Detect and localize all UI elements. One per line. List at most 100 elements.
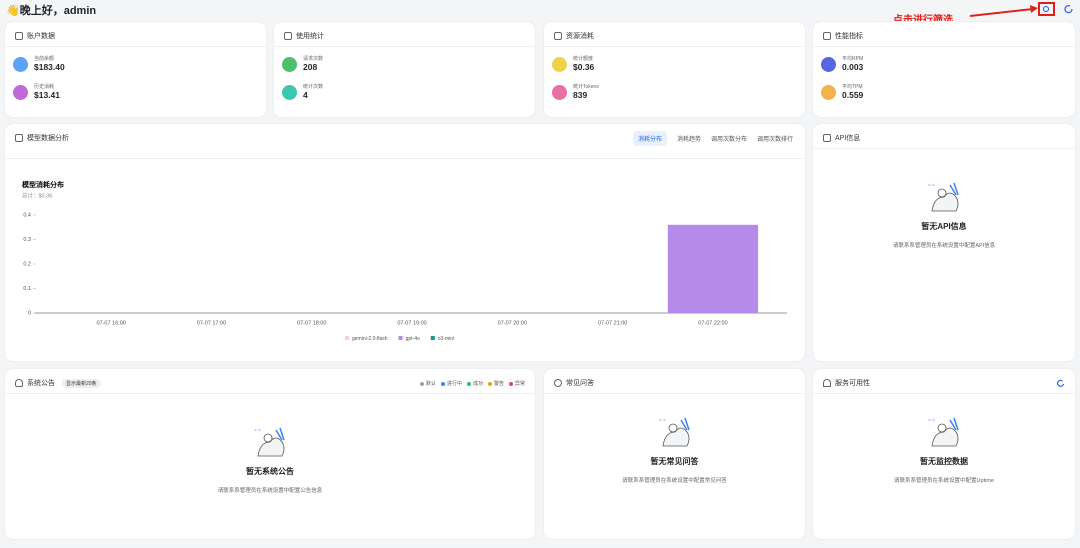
stat-icon <box>13 85 28 100</box>
badge: 显示最新20条 <box>62 378 101 388</box>
y-tick-label: 0.2 <box>23 261 31 267</box>
stat-icon <box>13 57 28 72</box>
tab[interactable]: 消耗趋势 <box>676 137 701 143</box>
empty-illustration: ≈ ≈ <box>5 424 535 460</box>
empty-illustration: ≈ ≈ <box>544 414 805 450</box>
tab[interactable]: 调用次数分布 <box>710 137 747 143</box>
analysis-panel: 模型数据分析 消耗分布 消耗趋势 调用次数分布 调用次数排行 模型消耗分布 总计：$0… <box>5 124 805 361</box>
stat-icon <box>282 85 297 100</box>
legend-label: 警告 <box>493 381 504 387</box>
y-tick-label: 0.4 <box>23 212 31 218</box>
stat-label: 请求次数 <box>303 56 324 62</box>
stat-icon <box>821 85 836 100</box>
legend-label: o3-mini <box>438 336 454 342</box>
stat-card: 使用统计请求次数 208 统计次数 4 <box>274 22 535 117</box>
panel-title: 服务可用性 <box>835 380 870 387</box>
x-tick-label: 07-07 17:00 <box>197 320 226 326</box>
refresh-icon[interactable] <box>1056 379 1064 387</box>
tab[interactable]: 消耗分布 <box>632 131 667 146</box>
x-tick-label: 07-07 21:00 <box>598 320 627 326</box>
api-panel: API信息 ≈ ≈ 暂无API信息 请联系系管理员在系统设置中配置API信息 <box>813 124 1075 361</box>
legend-dot <box>487 381 492 386</box>
empty-title: 暂无API信息 <box>921 222 967 231</box>
x-tick-label: 07-07 22:00 <box>698 320 727 326</box>
x-tick-label: 07-07 18:00 <box>297 320 326 326</box>
search-button[interactable] <box>1039 3 1054 15</box>
card-title: 使用统计 <box>284 31 324 41</box>
card-icon <box>284 32 292 40</box>
legend-item: 进行中 <box>440 380 462 387</box>
stat-label: 统计Tokens <box>573 84 599 90</box>
empty-text: 请联系系管理员在系统设置中配置API信息 <box>892 243 996 249</box>
legend-label: 成功 <box>472 381 483 387</box>
bar <box>667 224 759 313</box>
card-title: 性能指标 <box>823 31 863 41</box>
card-icon <box>554 32 562 40</box>
chart-subtitle: 总计：$0.36 <box>22 191 52 199</box>
stat-value: $13.41 <box>34 90 60 100</box>
y-tick-label: 0 <box>28 310 31 316</box>
stat-label: 平均TPM <box>842 84 863 90</box>
stat-label: 当前余额 <box>34 56 55 62</box>
empty-text: 请联系系管理员在系统设置中配置Uptime <box>894 478 994 484</box>
stat-value: 0.003 <box>842 62 864 72</box>
annotation-arrow <box>969 2 1073 17</box>
legend-item: 成功 <box>466 380 483 387</box>
empty-title: 暂无系统公告 <box>246 467 294 476</box>
svg-text:≈ ≈: ≈ ≈ <box>928 417 935 423</box>
divider <box>274 46 535 47</box>
legend-swatch <box>345 336 349 340</box>
legend-item: 警告 <box>487 380 504 387</box>
panel-title: 常见问答 <box>566 380 594 387</box>
greeting: 👋晚上好，admin <box>6 5 97 17</box>
legend-label: 默认 <box>425 381 436 387</box>
legend-label: gpt-4o <box>406 336 420 342</box>
legend-dot <box>440 381 445 386</box>
card-title-text: 资源消耗 <box>566 33 594 40</box>
stat-icon <box>282 57 297 72</box>
stat-card: 性能指标 平均RPM 0.003 平均TPM 0.559 <box>813 22 1075 117</box>
x-tick-label: 07-07 20:00 <box>498 320 527 326</box>
stat-value: 839 <box>573 90 588 100</box>
legend-item: 异常 <box>508 380 525 387</box>
x-tick-label: 07-07 19:00 <box>397 320 426 326</box>
stat-value: 4 <box>303 90 308 100</box>
legend-item: 默认 <box>419 380 436 387</box>
stat-label: 统计额度 <box>573 56 594 62</box>
refresh-button[interactable] <box>1064 3 1076 15</box>
empty-text: 请联系系管理员在系统设置中配置公告信息 <box>217 488 323 494</box>
stat-value: 208 <box>303 62 318 72</box>
legend-label: 异常 <box>514 381 525 387</box>
legend-swatch <box>430 336 435 340</box>
legend-swatch <box>398 336 403 340</box>
stat-label: 历史消耗 <box>34 84 55 90</box>
stat-icon <box>552 57 567 72</box>
y-tick-label: 0.3 <box>23 237 31 243</box>
stat-icon <box>552 85 567 100</box>
panel-title: 模型数据分析 <box>27 135 69 142</box>
legend-label: gemini-2.0-flash <box>352 336 388 342</box>
legend-dot <box>508 381 513 386</box>
card-title: 资源消耗 <box>554 31 594 41</box>
stat-value: $0.36 <box>573 62 595 72</box>
x-tick-label: 07-07 16:00 <box>96 320 125 326</box>
stat-card: 资源消耗统计额度 $0.36 统计Tokens 839 <box>544 22 805 117</box>
chart-title: 模型消耗分布 <box>22 180 64 189</box>
tab[interactable]: 调用次数排行 <box>756 137 793 143</box>
annotation: 点击进行筛选 <box>893 15 953 26</box>
stat-card: 账户数据 当前余额 $183.40 历史消耗 $13.41 <box>5 22 266 117</box>
stat-label: 统计次数 <box>303 84 324 90</box>
card-title-text: 账户数据 <box>27 33 55 40</box>
card-title-text: 性能指标 <box>835 33 863 40</box>
svg-text:≈ ≈: ≈ ≈ <box>254 427 261 433</box>
empty-title: 暂无监控数据 <box>920 457 968 466</box>
legend-label: 进行中 <box>446 381 462 387</box>
y-tick-label: 0.1 <box>23 286 31 292</box>
faq-panel: 常见问答 ≈ ≈ 暂无常见问答 请联系系管理员在系统设置中配置常见问答 <box>544 369 805 539</box>
panel-title: 系统公告 <box>27 380 55 387</box>
empty-illustration: ≈ ≈ <box>813 179 1075 215</box>
announcement-panel: 系统公告 显示最新20条 默认 进行中 成功 警告 异常 ≈ ≈ 暂无系统公告请联系系管理… <box>5 369 535 539</box>
card-icon <box>15 32 23 40</box>
stat-value: 0.559 <box>842 90 864 100</box>
